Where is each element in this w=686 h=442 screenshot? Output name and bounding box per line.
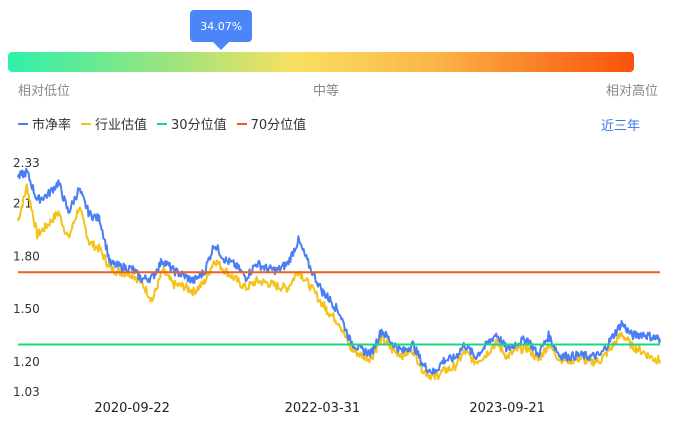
- legend-item-p30[interactable]: 30分位值: [157, 114, 227, 133]
- y-tick-label: 1.20: [13, 355, 40, 369]
- x-tick-label: 2023-09-21: [469, 401, 545, 416]
- y-tick-label: 1.03: [13, 385, 40, 399]
- legend-swatch-p30: [157, 122, 168, 125]
- y-tick-label: 2.33: [13, 156, 40, 170]
- percentile-gradient-bar: [8, 52, 634, 72]
- valuation-line-chart: 2.332.11.801.501.201.03 2020-09-22 2022-0…: [13, 156, 661, 416]
- period-selector[interactable]: 近三年: [600, 119, 640, 134]
- legend-label-p30: 30分位值: [171, 118, 227, 133]
- legend-swatch-p70: [236, 122, 247, 125]
- legend-item-industry[interactable]: 行业估值: [81, 114, 147, 133]
- legend-label-pb: 市净率: [32, 118, 72, 133]
- legend-swatch-pb: [18, 122, 28, 125]
- percentile-tooltip: 34.07%: [190, 10, 253, 50]
- gauge-high-label: 相对高位: [605, 84, 658, 99]
- percentile-gauge: 34.07% 相对低位 中等 相对高位: [8, 8, 658, 104]
- y-axis-ticks: 2.332.11.801.501.201.03: [13, 156, 40, 399]
- legend-swatch-industry: [81, 122, 92, 125]
- legend-item-pb[interactable]: 市净率: [18, 114, 71, 133]
- threshold-layer: [18, 271, 660, 346]
- legend-item-p70[interactable]: 70分位值: [236, 114, 307, 133]
- chart-legend: 市净率 行业估值 30分位值 70分位值: [18, 114, 306, 133]
- series-layer: [17, 167, 661, 381]
- series-line-industry: [17, 183, 661, 381]
- x-axis-ticks: 2020-09-22 2022-03-31 2023-09-21: [94, 401, 545, 416]
- x-tick-label: 2022-03-31: [285, 401, 361, 416]
- y-tick-label: 1.80: [13, 249, 40, 263]
- legend-label-p70: 70分位值: [250, 118, 307, 133]
- legend-label-industry: 行业估值: [95, 118, 148, 133]
- y-tick-label: 1.50: [13, 302, 40, 316]
- x-tick-label: 2020-09-22: [94, 401, 170, 416]
- gauge-low-label: 相对低位: [18, 84, 71, 99]
- series-line-pb: [17, 167, 661, 375]
- gauge-mid-label: 中等: [313, 84, 340, 99]
